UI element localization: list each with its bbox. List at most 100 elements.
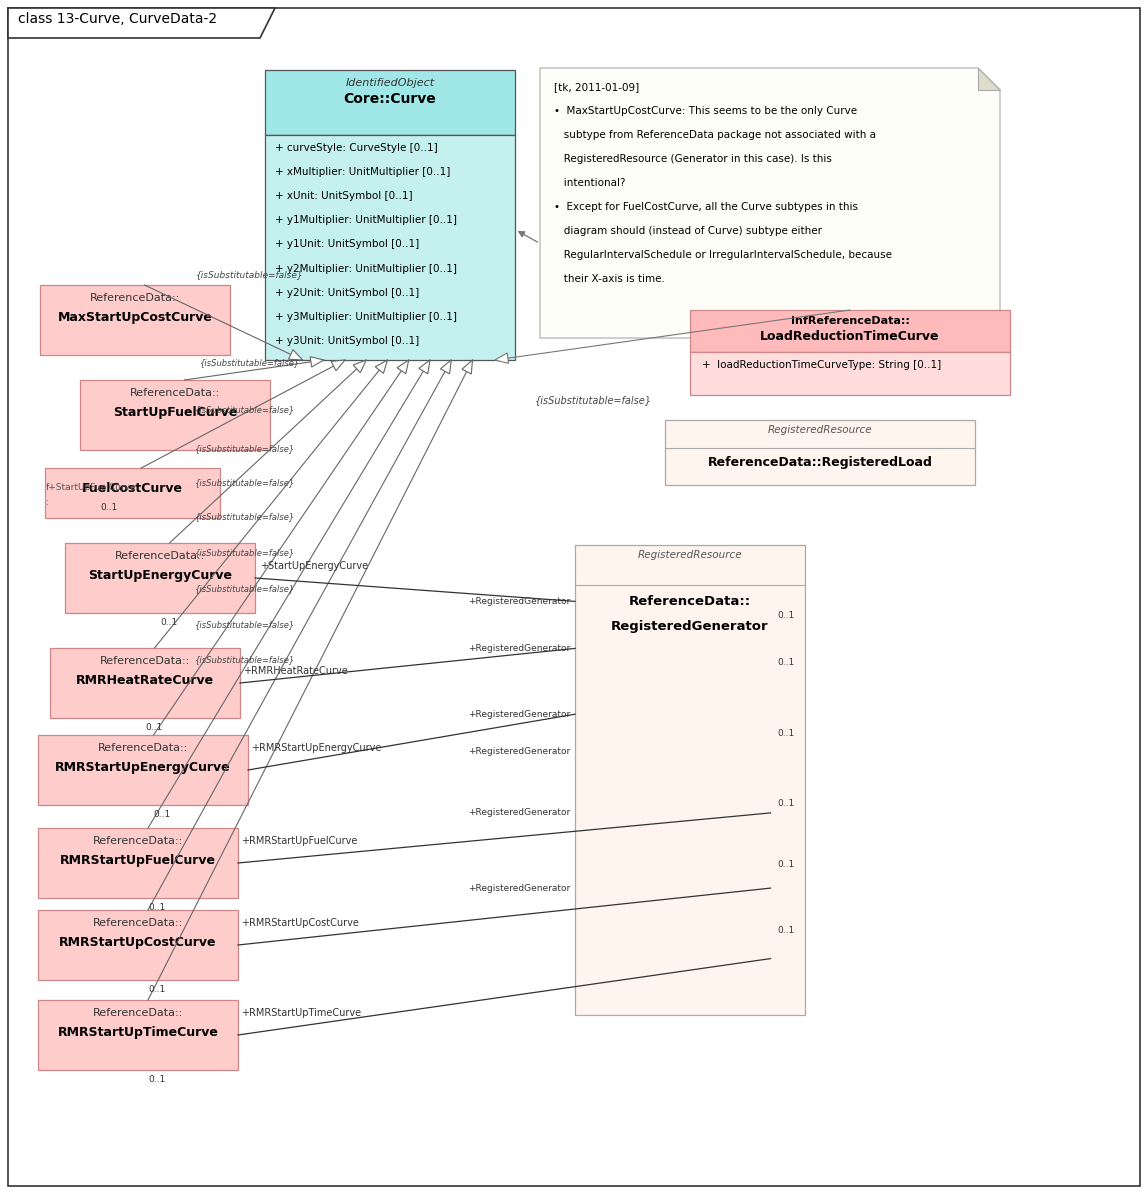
Text: RegisteredResource (Generator in this case). Is this: RegisteredResource (Generator in this ca…	[554, 154, 832, 164]
Text: 0..1: 0..1	[145, 724, 162, 732]
Text: InfReferenceData::: InfReferenceData::	[791, 316, 909, 326]
Text: {isSubstitutable=false}: {isSubstitutable=false}	[195, 444, 295, 453]
Polygon shape	[397, 361, 409, 374]
Text: ReferenceData::: ReferenceData::	[115, 550, 205, 561]
Text: + y2Multiplier: UnitMultiplier [0..1]: + y2Multiplier: UnitMultiplier [0..1]	[276, 264, 457, 273]
Text: 0..1: 0..1	[777, 658, 796, 667]
Text: RegularIntervalSchedule or IrregularIntervalSchedule, because: RegularIntervalSchedule or IrregularInte…	[554, 250, 892, 260]
Text: + y2Unit: UnitSymbol [0..1]: + y2Unit: UnitSymbol [0..1]	[276, 288, 419, 297]
Polygon shape	[354, 361, 366, 373]
Text: ReferenceData::: ReferenceData::	[93, 836, 184, 847]
Bar	[265, 135, 515, 361]
Text: IdentifiedObject: IdentifiedObject	[346, 78, 435, 88]
Polygon shape	[495, 353, 509, 363]
Text: +RegisteredGenerator: +RegisteredGenerator	[467, 644, 571, 653]
Text: RegisteredGenerator: RegisteredGenerator	[611, 620, 769, 633]
Polygon shape	[375, 361, 388, 374]
Text: +RegisteredGenerator: +RegisteredGenerator	[467, 709, 571, 719]
Text: StartUpEnergyCurve: StartUpEnergyCurve	[88, 570, 232, 581]
Polygon shape	[461, 361, 473, 374]
Text: RMRHeatRateCurve: RMRHeatRateCurve	[76, 673, 214, 687]
Text: +RMRStartUpTimeCurve: +RMRStartUpTimeCurve	[241, 1008, 362, 1018]
Bar	[690, 352, 1010, 395]
Text: +RegisteredGenerator: +RegisteredGenerator	[467, 597, 571, 605]
Text: Core::Curve: Core::Curve	[343, 92, 436, 106]
Text: + y3Multiplier: UnitMultiplier [0..1]: + y3Multiplier: UnitMultiplier [0..1]	[276, 312, 457, 321]
Text: +RMRStartUpCostCurve: +RMRStartUpCostCurve	[241, 918, 359, 928]
Text: + xMultiplier: UnitMultiplier [0..1]: + xMultiplier: UnitMultiplier [0..1]	[276, 167, 450, 177]
Text: diagram should (instead of Curve) subtype either: diagram should (instead of Curve) subtyp…	[554, 226, 822, 236]
Bar	[80, 380, 270, 450]
Polygon shape	[288, 350, 303, 361]
Bar	[575, 544, 805, 1015]
Text: 0..1: 0..1	[777, 925, 796, 935]
Text: subtype from ReferenceData package not associated with a: subtype from ReferenceData package not a…	[554, 130, 876, 140]
Text: + xUnit: UnitSymbol [0..1]: + xUnit: UnitSymbol [0..1]	[276, 191, 412, 202]
Text: +RMRHeatRateCurve: +RMRHeatRateCurve	[243, 666, 348, 676]
Bar	[38, 910, 238, 980]
Text: RegisteredResource: RegisteredResource	[637, 550, 743, 560]
Bar	[45, 468, 220, 518]
Text: +RMRStartUpFuelCurve: +RMRStartUpFuelCurve	[241, 836, 357, 847]
Text: + y3Unit: UnitSymbol [0..1]: + y3Unit: UnitSymbol [0..1]	[276, 336, 419, 346]
Text: {isSubstitutable=false}: {isSubstitutable=false}	[195, 548, 295, 556]
Text: 0..1: 0..1	[777, 728, 796, 738]
Text: FuelCostCurve: FuelCostCurve	[82, 482, 183, 496]
Text: {isSubstitutable=false}: {isSubstitutable=false}	[195, 405, 295, 414]
Bar	[65, 543, 255, 613]
Text: {isSubstitutable=false}: {isSubstitutable=false}	[195, 478, 295, 487]
Text: •  MaxStartUpCostCurve: This seems to be the only Curve: • MaxStartUpCostCurve: This seems to be …	[554, 106, 858, 116]
Polygon shape	[419, 361, 430, 374]
Bar	[38, 1001, 238, 1070]
Text: 0..1: 0..1	[100, 503, 117, 512]
Text: RegisteredResource: RegisteredResource	[768, 425, 872, 435]
Text: ReferenceData::RegisteredLoad: ReferenceData::RegisteredLoad	[707, 456, 932, 469]
Text: LoadReductionTimeCurve: LoadReductionTimeCurve	[760, 330, 940, 343]
Text: ReferenceData::: ReferenceData::	[98, 743, 188, 753]
Bar	[690, 310, 1010, 352]
Text: RMRStartUpTimeCurve: RMRStartUpTimeCurve	[57, 1026, 218, 1039]
Text: 0..1: 0..1	[148, 985, 165, 993]
Text: ReferenceData::: ReferenceData::	[100, 656, 191, 666]
Text: ReferenceData::: ReferenceData::	[90, 293, 180, 303]
Bar	[40, 285, 230, 355]
Text: RMRStartUpFuelCurve: RMRStartUpFuelCurve	[60, 854, 216, 867]
Text: {isSubstitutable=false}: {isSubstitutable=false}	[535, 395, 652, 405]
Text: {isSubstitutable=false}: {isSubstitutable=false}	[195, 656, 295, 664]
Text: {isSubstitutable=false}: {isSubstitutable=false}	[195, 512, 295, 521]
Text: + y1Multiplier: UnitMultiplier [0..1]: + y1Multiplier: UnitMultiplier [0..1]	[276, 215, 457, 226]
Text: ReferenceData::: ReferenceData::	[629, 595, 751, 608]
Text: ReferenceData::: ReferenceData::	[130, 388, 220, 398]
Text: {isSubstitutable=false}: {isSubstitutable=false}	[195, 620, 295, 629]
Polygon shape	[8, 8, 276, 38]
Text: +RMRStartUpEnergyCurve: +RMRStartUpEnergyCurve	[251, 743, 381, 753]
Polygon shape	[441, 361, 451, 374]
Text: class 13-Curve, CurveData-2: class 13-Curve, CurveData-2	[18, 12, 217, 26]
Polygon shape	[310, 357, 324, 367]
Text: f+StartUpFuelCurve: f+StartUpFuelCurve	[46, 484, 137, 492]
Bar	[665, 420, 975, 485]
Text: [tk, 2011-01-09]: [tk, 2011-01-09]	[554, 82, 639, 92]
Bar	[51, 648, 240, 718]
Text: 0..1: 0..1	[148, 903, 165, 912]
Text: 0..1: 0..1	[777, 799, 796, 808]
Text: 0..1: 0..1	[777, 611, 796, 620]
Text: ReferenceData::: ReferenceData::	[93, 1008, 184, 1018]
Text: ReferenceData::: ReferenceData::	[93, 918, 184, 928]
Text: 0..1: 0..1	[153, 810, 170, 819]
Text: 0..1: 0..1	[148, 1075, 165, 1084]
Text: +RegisteredGenerator: +RegisteredGenerator	[467, 808, 571, 818]
Polygon shape	[331, 361, 346, 370]
Text: intentional?: intentional?	[554, 178, 626, 187]
Text: StartUpFuelCurve: StartUpFuelCurve	[113, 406, 238, 419]
Text: •  Except for FuelCostCurve, all the Curve subtypes in this: • Except for FuelCostCurve, all the Curv…	[554, 202, 858, 213]
Bar	[38, 736, 248, 805]
Text: RMRStartUpEnergyCurve: RMRStartUpEnergyCurve	[55, 761, 231, 774]
Text: 0..1: 0..1	[777, 860, 796, 869]
Text: +StartUpEnergyCurve: +StartUpEnergyCurve	[259, 561, 369, 571]
Text: {isSubstitutable=false}: {isSubstitutable=false}	[195, 584, 295, 593]
Text: :: :	[46, 498, 49, 507]
Polygon shape	[540, 68, 1000, 338]
Text: +  loadReductionTimeCurveType: String [0..1]: + loadReductionTimeCurveType: String [0.…	[701, 361, 941, 370]
Text: MaxStartUpCostCurve: MaxStartUpCostCurve	[57, 310, 212, 324]
